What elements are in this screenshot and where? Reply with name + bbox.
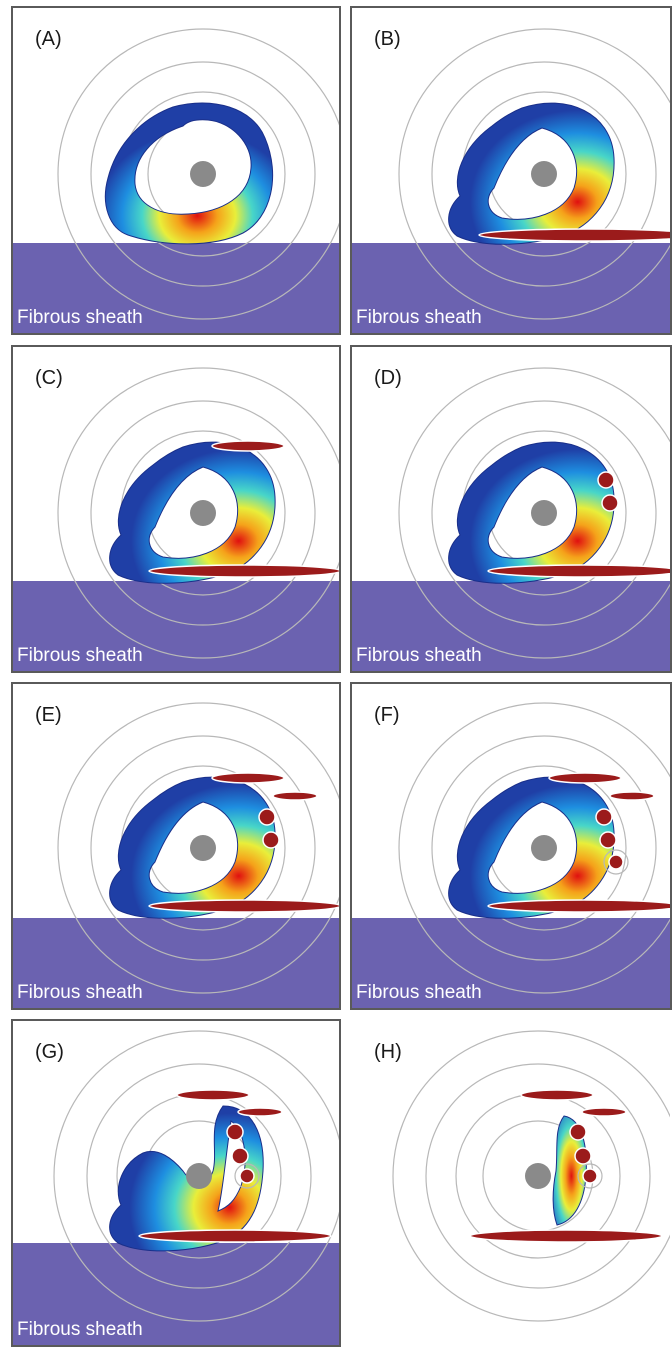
central-core bbox=[186, 1163, 212, 1189]
panel-label: (D) bbox=[374, 367, 402, 389]
red-round-body bbox=[231, 1147, 249, 1165]
simulation-diagram bbox=[398, 28, 670, 320]
red-round-body bbox=[599, 831, 617, 849]
panel-e: (E) Fibrous sheath bbox=[11, 682, 341, 1010]
heat-field bbox=[448, 776, 615, 919]
panel-c: (C) Fibrous sheath bbox=[11, 345, 341, 673]
central-core bbox=[190, 500, 216, 526]
red-round-body bbox=[239, 1168, 255, 1184]
panel-label: (B) bbox=[374, 28, 401, 50]
red-round-body bbox=[258, 808, 276, 826]
fibrous-sheath-label: Fibrous sheath bbox=[17, 645, 143, 666]
heat-field bbox=[104, 102, 274, 245]
red-elongated-body bbox=[148, 564, 339, 578]
central-core bbox=[525, 1163, 551, 1189]
ring-middle bbox=[90, 61, 316, 287]
central-core bbox=[190, 161, 216, 187]
central-core bbox=[531, 835, 557, 861]
ring-outer bbox=[398, 28, 670, 320]
central-core bbox=[531, 500, 557, 526]
fibrous-sheath-label: Fibrous sheath bbox=[17, 982, 143, 1003]
panel-h: (H) bbox=[350, 1019, 672, 1347]
panel-g: (G) Fibrous sheath bbox=[11, 1019, 341, 1347]
heat-field bbox=[448, 102, 615, 245]
ring-outer bbox=[57, 702, 339, 994]
outlined-ring bbox=[603, 849, 629, 875]
ring-outer bbox=[57, 28, 339, 320]
panel-b: (B) Fibrous sheath bbox=[350, 6, 672, 335]
red-elongated-body bbox=[138, 1229, 332, 1243]
central-core bbox=[531, 161, 557, 187]
red-round-body bbox=[226, 1123, 244, 1141]
panel-a: (A) Fibrous sheath bbox=[11, 6, 341, 335]
red-elongated-body bbox=[272, 791, 318, 801]
fibrous-sheath-band bbox=[13, 918, 339, 1008]
red-round-body bbox=[582, 1168, 598, 1184]
ring-middle bbox=[431, 735, 657, 961]
ring-outer bbox=[57, 367, 339, 659]
panel-label: (H) bbox=[374, 1041, 402, 1063]
fibrous-sheath-label: Fibrous sheath bbox=[356, 645, 482, 666]
panel-label: (E) bbox=[35, 704, 62, 726]
panel-f: (F) Fibrous sheath bbox=[350, 682, 672, 1010]
heat-field bbox=[448, 441, 615, 584]
central-core bbox=[190, 835, 216, 861]
simulation-diagram bbox=[57, 702, 339, 994]
fibrous-sheath-band bbox=[13, 243, 339, 333]
red-elongated-body bbox=[211, 772, 285, 784]
simulation-diagram bbox=[392, 1030, 670, 1322]
ring-outer bbox=[53, 1030, 339, 1322]
red-round-body bbox=[574, 1147, 592, 1165]
red-round-body bbox=[595, 808, 613, 826]
red-elongated-body bbox=[487, 899, 670, 913]
fibrous-sheath-band bbox=[13, 1243, 339, 1345]
ring-outer bbox=[392, 1030, 670, 1322]
panel-label: (A) bbox=[35, 28, 62, 50]
red-elongated-body bbox=[148, 899, 339, 913]
red-elongated-body bbox=[548, 772, 622, 784]
ring-middle bbox=[90, 400, 316, 626]
red-round-body bbox=[601, 494, 619, 512]
ring-middle bbox=[425, 1063, 651, 1289]
simulation-diagram bbox=[53, 1030, 339, 1322]
outlined-ring bbox=[577, 1163, 603, 1189]
ring-outer bbox=[398, 702, 670, 994]
outlined-ring bbox=[234, 1163, 260, 1189]
red-elongated-body bbox=[520, 1089, 594, 1101]
red-round-body bbox=[262, 831, 280, 849]
red-elongated-body bbox=[237, 1107, 283, 1117]
ring-outer bbox=[398, 367, 670, 659]
ring-middle bbox=[431, 61, 657, 287]
fibrous-sheath-label: Fibrous sheath bbox=[356, 982, 482, 1003]
ring-middle bbox=[431, 400, 657, 626]
red-elongated-body bbox=[581, 1107, 627, 1117]
simulation-diagram bbox=[398, 702, 670, 994]
simulation-diagram bbox=[57, 367, 339, 659]
fibrous-sheath-band bbox=[352, 581, 670, 671]
red-elongated-body bbox=[478, 228, 670, 242]
ring-middle bbox=[90, 735, 316, 961]
red-round-body bbox=[597, 471, 615, 489]
red-round-body bbox=[608, 854, 624, 870]
fibrous-sheath-band bbox=[352, 243, 670, 333]
panel-label: (C) bbox=[35, 367, 63, 389]
fibrous-sheath-label: Fibrous sheath bbox=[17, 307, 143, 328]
red-elongated-body bbox=[487, 564, 670, 578]
heat-field bbox=[109, 441, 276, 584]
panel-label: (G) bbox=[35, 1041, 64, 1063]
red-round-body bbox=[569, 1123, 587, 1141]
red-elongated-body bbox=[609, 791, 655, 801]
red-elongated-body bbox=[176, 1089, 250, 1101]
simulation-diagram bbox=[398, 367, 670, 659]
ring-middle bbox=[86, 1063, 312, 1289]
red-elongated-body bbox=[211, 440, 285, 452]
panel-d: (D) Fibrous sheath bbox=[350, 345, 672, 673]
fibrous-sheath-label: Fibrous sheath bbox=[17, 1319, 143, 1340]
fibrous-sheath-label: Fibrous sheath bbox=[356, 307, 482, 328]
panel-label: (F) bbox=[374, 704, 400, 726]
red-elongated-body bbox=[469, 1229, 663, 1243]
simulation-diagram bbox=[57, 28, 339, 320]
